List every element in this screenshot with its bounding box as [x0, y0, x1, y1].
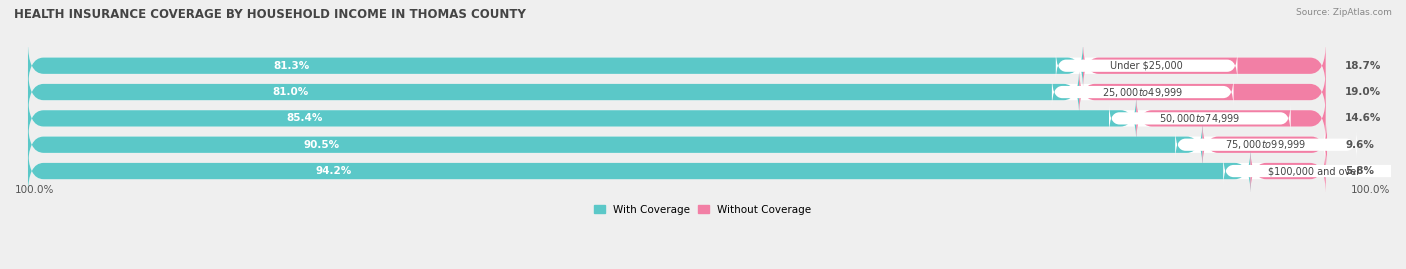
FancyBboxPatch shape	[28, 148, 1326, 194]
FancyBboxPatch shape	[1175, 130, 1357, 160]
Text: 18.7%: 18.7%	[1346, 61, 1382, 71]
FancyBboxPatch shape	[28, 95, 1136, 142]
Text: $100,000 and over: $100,000 and over	[1268, 166, 1360, 176]
Text: 14.6%: 14.6%	[1346, 113, 1382, 123]
FancyBboxPatch shape	[1056, 51, 1237, 81]
FancyBboxPatch shape	[1202, 121, 1327, 168]
FancyBboxPatch shape	[1223, 156, 1405, 186]
Text: Source: ZipAtlas.com: Source: ZipAtlas.com	[1296, 8, 1392, 17]
FancyBboxPatch shape	[28, 148, 1250, 194]
FancyBboxPatch shape	[28, 69, 1326, 115]
Text: 19.0%: 19.0%	[1346, 87, 1381, 97]
FancyBboxPatch shape	[28, 121, 1202, 168]
FancyBboxPatch shape	[1250, 148, 1326, 194]
Text: 9.6%: 9.6%	[1346, 140, 1374, 150]
Text: 94.2%: 94.2%	[315, 166, 352, 176]
Text: Under $25,000: Under $25,000	[1111, 61, 1182, 71]
Legend: With Coverage, Without Coverage: With Coverage, Without Coverage	[591, 200, 815, 219]
Text: 81.0%: 81.0%	[273, 87, 309, 97]
Text: 90.5%: 90.5%	[304, 140, 340, 150]
FancyBboxPatch shape	[28, 42, 1083, 89]
FancyBboxPatch shape	[1080, 69, 1326, 115]
Text: 5.8%: 5.8%	[1346, 166, 1374, 176]
Text: $75,000 to $99,999: $75,000 to $99,999	[1226, 138, 1306, 151]
FancyBboxPatch shape	[28, 95, 1326, 142]
Text: $25,000 to $49,999: $25,000 to $49,999	[1102, 86, 1184, 98]
Text: 100.0%: 100.0%	[15, 185, 55, 195]
FancyBboxPatch shape	[28, 69, 1080, 115]
FancyBboxPatch shape	[28, 42, 1326, 89]
Text: HEALTH INSURANCE COVERAGE BY HOUSEHOLD INCOME IN THOMAS COUNTY: HEALTH INSURANCE COVERAGE BY HOUSEHOLD I…	[14, 8, 526, 21]
Text: 100.0%: 100.0%	[1351, 185, 1391, 195]
FancyBboxPatch shape	[1136, 95, 1326, 142]
FancyBboxPatch shape	[28, 121, 1326, 168]
FancyBboxPatch shape	[1109, 104, 1291, 133]
Text: 81.3%: 81.3%	[274, 61, 309, 71]
FancyBboxPatch shape	[1083, 42, 1326, 89]
FancyBboxPatch shape	[1052, 77, 1233, 107]
Text: $50,000 to $74,999: $50,000 to $74,999	[1159, 112, 1240, 125]
Text: 85.4%: 85.4%	[287, 113, 323, 123]
